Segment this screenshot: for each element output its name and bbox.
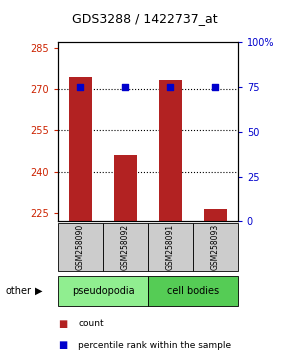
Text: ■: ■ (58, 340, 67, 350)
Bar (159, 80, 182, 221)
Bar (204, 209, 226, 221)
Point (78, 84, 83, 90)
Point (168, 84, 173, 90)
Bar (69, 77, 92, 221)
Text: GDS3288 / 1422737_at: GDS3288 / 1422737_at (72, 12, 218, 25)
Text: pseudopodia: pseudopodia (72, 286, 134, 296)
Point (213, 84, 218, 90)
Text: cell bodies: cell bodies (167, 286, 219, 296)
Text: GSM258092: GSM258092 (121, 224, 130, 270)
Point (123, 84, 128, 90)
Bar (114, 155, 137, 221)
Text: ■: ■ (58, 319, 67, 329)
Text: percentile rank within the sample: percentile rank within the sample (78, 341, 231, 350)
Text: GSM258090: GSM258090 (76, 224, 85, 270)
Text: count: count (78, 319, 104, 329)
Text: other: other (6, 286, 32, 296)
Text: GSM258093: GSM258093 (211, 224, 220, 270)
Text: GSM258091: GSM258091 (166, 224, 175, 270)
Text: ▶: ▶ (35, 286, 43, 296)
